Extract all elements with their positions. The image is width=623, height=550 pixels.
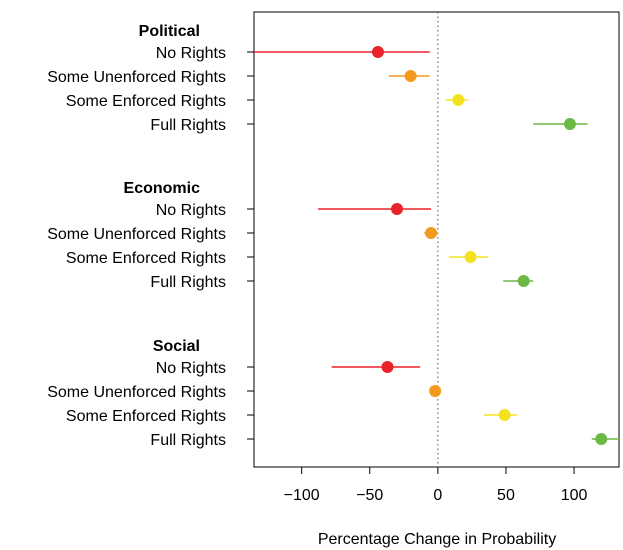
category-label-social-some-unenforced-rights: Some Unenforced Rights — [47, 384, 226, 401]
category-label-economic-some-unenforced-rights: Some Unenforced Rights — [47, 226, 226, 243]
estimate-point-social-some-unenforced-rights — [429, 385, 442, 397]
category-label-political-some-enforced-rights: Some Enforced Rights — [66, 93, 226, 110]
category-label-social-no-rights: No Rights — [156, 360, 226, 377]
estimate-point-economic-no-rights — [391, 203, 404, 215]
category-label-social-some-enforced-rights: Some Enforced Rights — [66, 408, 226, 425]
category-label-political-some-unenforced-rights: Some Unenforced Rights — [47, 69, 226, 86]
estimate-point-political-no-rights — [371, 46, 384, 58]
estimate-point-social-no-rights — [381, 361, 394, 373]
estimate-point-economic-full-rights — [517, 275, 530, 287]
x-tick-label-4: 100 — [561, 487, 588, 504]
category-label-political-no-rights: No Rights — [156, 45, 226, 62]
group-label-social: Social — [153, 338, 200, 355]
estimate-point-social-some-enforced-rights — [498, 409, 511, 421]
category-label-social-full-rights: Full Rights — [150, 432, 226, 449]
estimate-point-political-some-enforced-rights — [452, 94, 465, 106]
category-label-economic-full-rights: Full Rights — [150, 274, 226, 291]
estimate-point-social-full-rights — [595, 433, 608, 445]
x-axis-title: Percentage Change in Probability — [318, 531, 556, 548]
plot-frame — [253, 11, 620, 468]
estimate-point-political-full-rights — [563, 118, 576, 130]
group-label-political: Political — [139, 23, 200, 40]
x-tick-label-0: −100 — [284, 487, 320, 504]
x-tick-label-1: −50 — [356, 487, 383, 504]
estimate-point-economic-some-unenforced-rights — [425, 227, 438, 239]
group-label-economic: Economic — [124, 180, 201, 197]
estimate-point-economic-some-enforced-rights — [464, 251, 477, 263]
category-label-economic-no-rights: No Rights — [156, 202, 226, 219]
x-tick-label-2: 0 — [433, 487, 442, 504]
estimate-point-political-some-unenforced-rights — [404, 70, 417, 82]
x-tick-label-3: 50 — [497, 487, 515, 504]
category-label-economic-some-enforced-rights: Some Enforced Rights — [66, 250, 226, 267]
category-label-political-full-rights: Full Rights — [150, 117, 226, 134]
